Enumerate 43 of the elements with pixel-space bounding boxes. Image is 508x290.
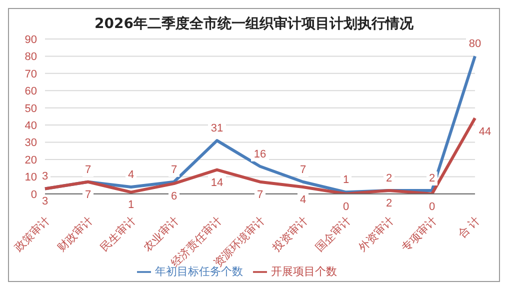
data-label: 14 (210, 176, 224, 189)
data-label: 0 (428, 200, 436, 213)
data-label: 7 (84, 164, 92, 176)
data-label: 2 (428, 172, 436, 184)
x-tick-label: 国企审计 (312, 214, 354, 254)
legend-label: 开展项目个数 (271, 266, 337, 278)
data-label: 4 (128, 169, 134, 182)
y-tick-label: 80 (24, 51, 37, 64)
y-tick-label: 0 (30, 188, 37, 201)
x-tick-label: 专项审计 (398, 214, 440, 254)
y-tick-label: 20 (24, 154, 37, 166)
data-label: 2 (386, 172, 392, 184)
data-label: 7 (170, 164, 178, 176)
data-label: 7 (300, 164, 306, 176)
y-tick-label: 30 (24, 137, 37, 150)
data-label: 16 (254, 148, 266, 160)
y-tick-label: 90 (24, 34, 37, 46)
data-label: 4 (300, 194, 306, 206)
x-tick-label: 民生审计 (98, 214, 138, 254)
data-label: 80 (468, 38, 482, 50)
y-tick-label: 60 (24, 86, 37, 98)
x-tick-label: 合 计 (455, 214, 482, 241)
data-label: 1 (128, 199, 134, 212)
legend-label: 年初目标任务个数 (155, 266, 243, 278)
y-tick-label: 70 (24, 68, 37, 80)
y-tick-label: 50 (24, 102, 37, 115)
data-label: 44 (478, 126, 492, 138)
y-tick-label: 40 (24, 120, 37, 132)
x-tick-label: 投资审计 (269, 214, 310, 255)
y-tick-label: 10 (24, 172, 37, 184)
x-tick-label: 财政审计 (54, 214, 96, 254)
data-label: 3 (42, 170, 48, 183)
x-tick-label: 外资审计 (356, 214, 396, 254)
x-tick-label: 政策审计 (12, 214, 52, 254)
data-label: 31 (210, 122, 224, 135)
data-label: 6 (170, 190, 178, 203)
chart-title: 2026年二季度全市统一组织审计项目计划执行情况 (94, 15, 414, 33)
data-label: 7 (84, 188, 92, 201)
data-label: 3 (42, 196, 48, 208)
data-label: 0 (342, 200, 350, 213)
data-label: 2 (386, 197, 392, 210)
data-label: 7 (256, 188, 264, 201)
data-label: 1 (342, 174, 350, 186)
